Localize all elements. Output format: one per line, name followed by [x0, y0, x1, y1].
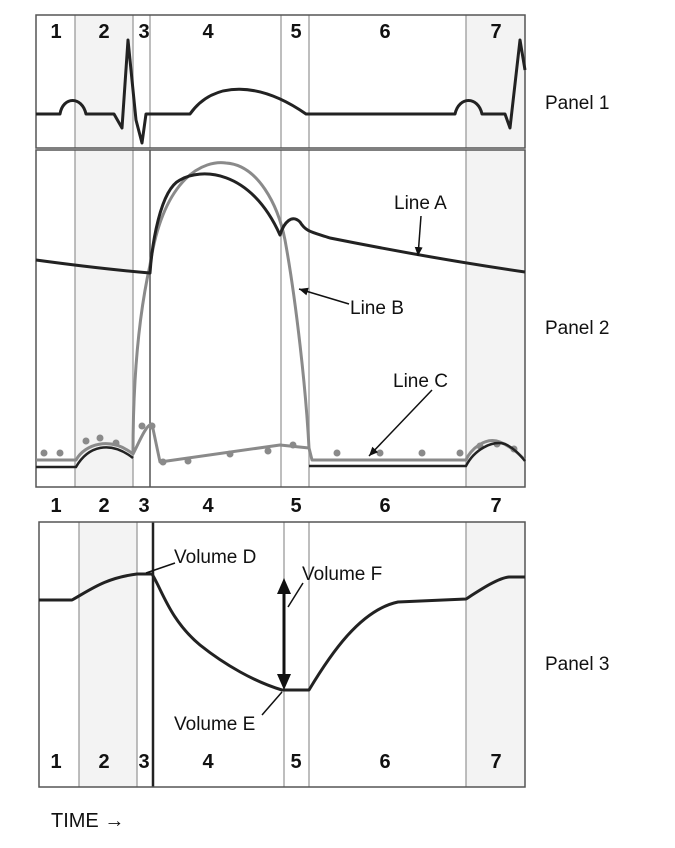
- phase-number: 5: [290, 751, 301, 773]
- phase-number: 3: [138, 21, 149, 43]
- phase-2-shading: [79, 522, 137, 787]
- phase-dividers: [74, 15, 467, 148]
- panel-1-frame: [35, 14, 526, 149]
- phase-numbers-middle: 1 2 3 4 5 6 7: [50, 495, 501, 517]
- phase-numbers-top: 1 2 3 4 5 6 7: [50, 21, 501, 43]
- phase-number: 1: [50, 751, 61, 773]
- phase-number: 5: [290, 21, 301, 43]
- panel-3: Volume D Volume F Volume E: [38, 521, 526, 788]
- phase-number: 6: [379, 751, 390, 773]
- time-axis-label: TIME →: [51, 810, 125, 832]
- phase-number: 1: [50, 495, 61, 517]
- phase-number: 6: [379, 495, 390, 517]
- ecg-trace: [36, 38, 527, 145]
- phase-number: 7: [490, 21, 501, 43]
- phase-number: 7: [490, 495, 501, 517]
- volume-d-label: Volume D: [174, 547, 256, 568]
- phase-number: 2: [98, 21, 109, 43]
- phase-number: 3: [138, 495, 149, 517]
- phase-number: 4: [202, 495, 214, 517]
- volume-trace: [39, 572, 525, 692]
- panel-3-label: Panel 3: [545, 654, 609, 675]
- phase-number: 7: [490, 751, 501, 773]
- line-c-label: Line C: [393, 371, 448, 392]
- phase-2-shading: [75, 150, 133, 487]
- panel-2-label: Panel 2: [545, 318, 609, 339]
- phase-numbers-bottom: 1 2 3 4 5 6 7: [50, 751, 501, 773]
- line-b-label: Line B: [350, 298, 404, 319]
- line-a-label: Line A: [394, 193, 447, 214]
- phase-number: 4: [202, 21, 214, 43]
- panel-1-label: Panel 1: [545, 93, 609, 114]
- phase-number: 2: [98, 751, 109, 773]
- panel-3-frame: [38, 521, 526, 788]
- phase-number: 3: [138, 751, 149, 773]
- line-c-baseline: [36, 441, 526, 469]
- panel-1: [35, 14, 527, 149]
- phase-number: 6: [379, 21, 390, 43]
- panel-2-frame: [35, 149, 526, 488]
- volume-e-label: Volume E: [174, 714, 255, 735]
- phase-7-shading: [466, 150, 525, 487]
- line-b-trace: [131, 161, 311, 455]
- panel-2: Line A Line B Line C: [35, 149, 527, 488]
- phase-number: 4: [202, 751, 214, 773]
- phase-number: 2: [98, 495, 109, 517]
- volume-f-label: Volume F: [302, 564, 382, 585]
- line-a-trace: [35, 172, 526, 275]
- phase-number: 1: [50, 21, 61, 43]
- phase-number: 5: [290, 495, 301, 517]
- phase-7-shading: [466, 522, 525, 787]
